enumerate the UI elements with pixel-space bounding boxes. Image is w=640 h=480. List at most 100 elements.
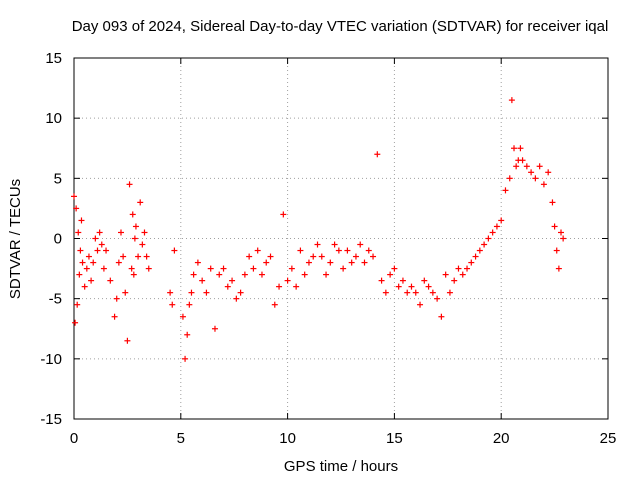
data-point: [387, 271, 394, 278]
data-point: [417, 301, 424, 308]
data-point: [340, 265, 347, 272]
data-point: [284, 277, 291, 284]
data-point: [378, 277, 385, 284]
data-point: [472, 253, 479, 260]
data-point: [310, 253, 317, 260]
data-point: [352, 253, 359, 260]
data-point: [391, 265, 398, 272]
data-point: [74, 301, 81, 308]
data-point: [451, 277, 458, 284]
y-tick-label: -10: [40, 351, 62, 368]
data-point: [190, 271, 197, 278]
data-point: [553, 247, 560, 254]
data-point: [78, 217, 85, 224]
data-point: [297, 247, 304, 254]
y-tick-label: -5: [49, 291, 62, 308]
data-point: [323, 271, 330, 278]
y-tick-label: 10: [45, 110, 62, 127]
data-point: [199, 277, 206, 284]
data-point: [139, 241, 146, 248]
data-point: [540, 181, 547, 188]
data-point: [216, 271, 223, 278]
data-point: [107, 277, 114, 284]
data-point: [348, 259, 355, 266]
data-point: [425, 283, 432, 290]
data-point: [476, 247, 483, 254]
x-axis-label: GPS time / hours: [284, 458, 398, 475]
data-point: [120, 253, 127, 260]
data-point: [171, 247, 178, 254]
data-point: [301, 271, 308, 278]
axis-ticks: 0 5 10 15 20 25 -15 -10 -5 0 5 10 15: [40, 50, 616, 447]
data-point: [288, 265, 295, 272]
y-tick-label: 5: [54, 170, 62, 187]
data-point: [446, 289, 453, 296]
x-tick-label: 25: [600, 430, 617, 447]
data-point: [77, 247, 84, 254]
data-point: [506, 175, 513, 182]
data-point: [246, 253, 253, 260]
data-point: [211, 325, 218, 332]
data-point: [404, 289, 411, 296]
data-point: [399, 277, 406, 284]
data-point: [207, 265, 214, 272]
data-point: [528, 169, 535, 176]
data-point: [103, 247, 110, 254]
data-point: [555, 265, 562, 272]
data-point: [374, 151, 381, 158]
x-tick-label: 0: [70, 430, 78, 447]
data-point: [81, 283, 88, 290]
data-point: [481, 241, 488, 248]
data-point: [188, 289, 195, 296]
data-point: [71, 193, 77, 200]
data-point: [331, 241, 338, 248]
data-point: [560, 235, 567, 242]
data-point: [493, 223, 500, 230]
data-point: [92, 235, 99, 242]
data-point: [327, 259, 334, 266]
data-point: [468, 259, 475, 266]
data-point: [126, 181, 133, 188]
data-point: [130, 271, 137, 278]
y-axis-label: SDTVAR / TECUs: [7, 179, 24, 299]
data-point: [111, 313, 118, 320]
data-point: [511, 145, 518, 152]
data-point: [551, 223, 558, 230]
data-point: [498, 217, 505, 224]
data-point: [438, 313, 445, 320]
data-point: [395, 283, 402, 290]
data-point: [237, 289, 244, 296]
data-point: [85, 253, 92, 260]
data-point: [113, 295, 120, 302]
data-point: [79, 259, 86, 266]
data-point: [229, 277, 236, 284]
data-point: [429, 289, 436, 296]
data-point: [271, 301, 278, 308]
y-tick-label: 15: [45, 50, 62, 67]
data-point: [135, 253, 142, 260]
y-tick-label: 0: [54, 231, 62, 248]
data-point: [464, 265, 471, 272]
data-point: [293, 283, 300, 290]
data-point: [508, 97, 515, 104]
data-point: [132, 223, 139, 230]
data-point: [513, 163, 520, 170]
x-tick-label: 10: [279, 430, 296, 447]
data-point: [131, 235, 138, 242]
data-point: [122, 289, 129, 296]
data-point: [224, 283, 231, 290]
data-point: [250, 265, 257, 272]
data-point: [143, 253, 150, 260]
data-point: [128, 265, 135, 272]
data-point: [94, 247, 101, 254]
data-point: [370, 253, 377, 260]
data-point: [536, 163, 543, 170]
data-point: [318, 253, 325, 260]
data-point: [267, 253, 274, 260]
data-point: [412, 289, 419, 296]
data-point: [167, 289, 174, 296]
data-points: [71, 97, 567, 362]
x-tick-label: 15: [386, 430, 403, 447]
data-point: [182, 355, 189, 362]
data-point: [545, 169, 552, 176]
